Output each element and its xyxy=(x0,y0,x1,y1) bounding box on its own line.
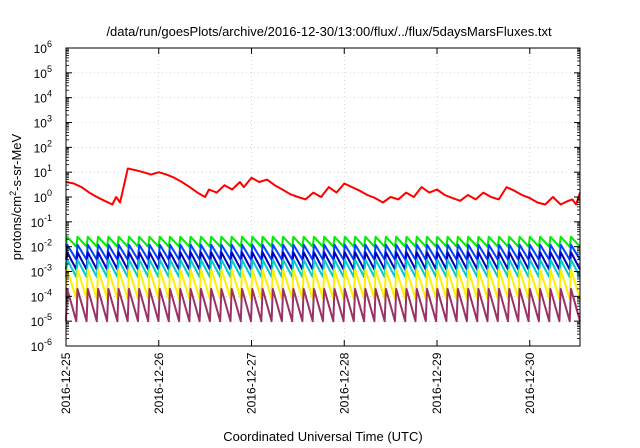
x-tick-label: 2016-12-28 xyxy=(337,352,351,414)
chart-title: /data/run/goesPlots/archive/2016-12-30/1… xyxy=(106,24,552,39)
y-tick-base: 10 xyxy=(31,290,45,304)
y-axis-label-exponent: 2 xyxy=(8,191,18,196)
y-tick-base: 10 xyxy=(34,191,48,205)
y-tick-base: 10 xyxy=(34,67,48,81)
y-tick-exponent: 5 xyxy=(47,64,52,74)
x-tick-label: 2016-12-29 xyxy=(430,352,444,414)
x-tick-label: 2016-12-30 xyxy=(523,352,537,414)
y-tick-exponent: -2 xyxy=(44,238,52,248)
y-tick-exponent: 2 xyxy=(47,138,52,148)
y-tick-exponent: 0 xyxy=(47,188,52,198)
x-tick-label: 2016-12-26 xyxy=(152,352,166,414)
y-tick-exponent: -5 xyxy=(44,312,52,322)
y-tick-base: 10 xyxy=(31,241,45,255)
y-tick-base: 10 xyxy=(31,266,45,280)
series-line xyxy=(65,287,581,323)
y-tick-base: 10 xyxy=(31,315,45,329)
y-tick-exponent: -3 xyxy=(44,263,52,273)
y-axis-label: protons/cm2-s-sr-MeV xyxy=(8,133,24,260)
series-layer xyxy=(65,167,581,323)
y-tick-base: 10 xyxy=(34,141,48,155)
y-tick-label: 106 xyxy=(34,39,52,56)
x-tick-label: 2016-12-27 xyxy=(245,352,259,414)
y-tick-exponent: 6 xyxy=(47,39,52,49)
y-tick-label: 10-1 xyxy=(31,213,52,230)
y-tick-base: 10 xyxy=(34,117,48,131)
y-tick-label: 104 xyxy=(34,89,52,106)
y-tick-exponent: 1 xyxy=(47,163,52,173)
y-tick-exponent: 4 xyxy=(47,89,52,99)
y-tick-label: 100 xyxy=(34,188,52,205)
y-tick-base: 10 xyxy=(34,166,48,180)
series-line xyxy=(65,235,581,248)
y-tick-base: 10 xyxy=(34,42,48,56)
y-tick-base: 10 xyxy=(31,340,45,354)
y-tick-exponent: -6 xyxy=(44,337,52,347)
y-tick-exponent: -4 xyxy=(44,287,52,297)
y-tick-label: 10-5 xyxy=(31,312,52,329)
y-tick-label: 103 xyxy=(34,114,52,131)
y-tick-label: 101 xyxy=(34,163,52,180)
y-tick-exponent: 3 xyxy=(47,114,52,124)
ticks: 10-610-510-410-310-210-11001011021031041… xyxy=(31,39,580,414)
series-line xyxy=(65,167,581,206)
y-tick-label: 10-6 xyxy=(31,337,52,354)
x-tick-label: 2016-12-25 xyxy=(59,352,73,414)
y-tick-label: 10-4 xyxy=(31,287,52,304)
y-tick-base: 10 xyxy=(34,92,48,106)
plot-border xyxy=(65,47,581,347)
y-axis-label-suffix: -s-sr-MeV xyxy=(9,133,24,190)
y-axis-label-prefix: protons/cm xyxy=(9,196,24,260)
y-tick-label: 105 xyxy=(34,64,52,81)
y-tick-label: 102 xyxy=(34,138,52,155)
x-axis-label: Coordinated Universal Time (UTC) xyxy=(223,429,422,444)
y-tick-label: 10-2 xyxy=(31,238,52,255)
y-tick-base: 10 xyxy=(31,216,45,230)
y-tick-exponent: -1 xyxy=(44,213,52,223)
y-tick-label: 10-3 xyxy=(31,263,52,280)
